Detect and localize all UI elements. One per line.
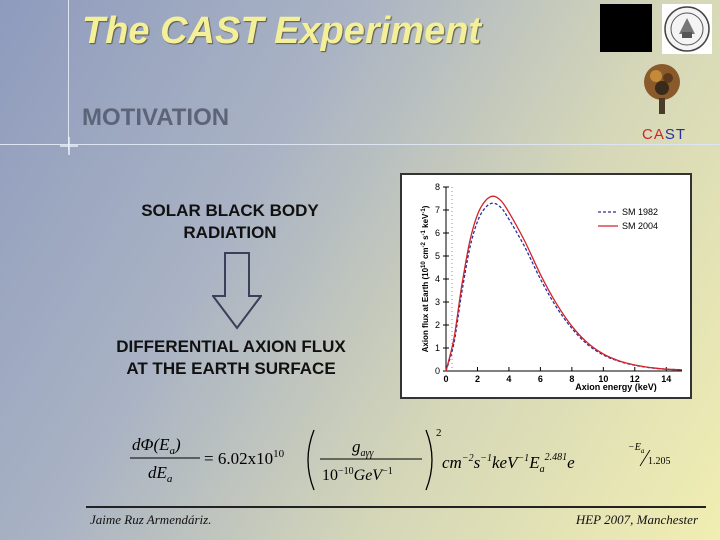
x-tick-label: 6 xyxy=(538,374,543,384)
axion-flux-line1: DIFFERENTIAL AXION FLUX xyxy=(116,337,346,356)
y-axis-label: Axion flux at Earth (1010 cm-2 s-1 keV-1… xyxy=(421,205,430,352)
chart-series xyxy=(445,195,683,372)
axion-flux-chart: 0 1 2 3 4 5 6 7 8 0 2 4 6 8 10 12 14 Axion energy (keV) … xyxy=(400,173,692,399)
legend-label-sm2004: SM 2004 xyxy=(622,221,658,231)
series-line-sm-2004 xyxy=(445,195,683,372)
cast-label-red: CA xyxy=(642,126,665,143)
decor-vertical-line xyxy=(68,0,69,150)
down-arrow-icon xyxy=(212,252,262,330)
y-tick-label: 3 xyxy=(435,297,440,307)
x-tick-label: 4 xyxy=(506,374,511,384)
y-label-exp1: 10 xyxy=(421,261,427,268)
solar-radiation-text: SOLAR BLACK BODY RADIATION xyxy=(110,200,350,244)
x-axis-label: Axion energy (keV) xyxy=(575,382,657,392)
formula-exp-slash xyxy=(639,449,651,467)
y-label-exp4: -1 xyxy=(421,208,427,214)
axion-flux-formula-units: cm−2s−1keV−1Ea2.481e −Ea 1.205 xyxy=(442,442,671,475)
x-tick-label: 10 xyxy=(598,374,608,384)
formula-exp-denominator: 1.205 xyxy=(648,456,671,467)
decor-cross-icon xyxy=(60,137,78,155)
y-tick-label: 5 xyxy=(435,251,440,261)
cast-label-blue: ST xyxy=(664,126,687,143)
x-tick-label: 2 xyxy=(475,374,480,384)
y-label-exp2: -2 xyxy=(421,241,427,247)
y-label-part2: cm xyxy=(421,247,430,261)
university-seal-icon xyxy=(662,4,712,54)
decor-horizontal-line xyxy=(0,144,720,145)
axion-flux-text: DIFFERENTIAL AXION FLUX AT THE EARTH SUR… xyxy=(70,336,392,380)
slide-title: The CAST Experiment xyxy=(82,10,482,52)
x-tick-label: 0 xyxy=(443,374,448,384)
footer-author: Jaime Ruz Armendáriz. xyxy=(90,512,212,527)
formula-coupling: gaγγ xyxy=(352,437,374,459)
formula-exp-numerator: −Ea xyxy=(628,442,645,455)
y-tick-label: 2 xyxy=(435,320,440,330)
cast-label: CAST xyxy=(642,126,686,143)
formula-coefficient: = 6.02x1010 xyxy=(204,448,285,468)
formula-units-text: cm−2s−1keV−1Ea2.481e xyxy=(442,452,575,475)
chart-legend: SM 1982 SM 2004 xyxy=(598,207,658,231)
formula-paren-exponent: 2 xyxy=(436,427,442,439)
y-tick-label: 4 xyxy=(435,274,440,284)
y-tick-label: 7 xyxy=(435,205,440,215)
axion-flux-formula: dΦ(Ea) dEa = 6.02x1010 gaγγ 10−10GeV−1 2 xyxy=(130,427,442,491)
footer-conference: HEP 2007, Manchester xyxy=(575,512,698,527)
y-label-exp3: -1 xyxy=(421,229,427,235)
footer-divider xyxy=(86,506,706,508)
formula-left-paren xyxy=(307,429,315,491)
slide-subtitle: MOTIVATION xyxy=(82,104,230,131)
solar-radiation-line1: SOLAR BLACK BODY xyxy=(141,201,319,220)
y-tick-label: 0 xyxy=(435,366,440,376)
x-tick-label: 8 xyxy=(569,374,574,384)
y-tick-label: 1 xyxy=(435,343,440,353)
solar-radiation-line2: RADIATION xyxy=(183,223,277,242)
formula-lhs-denominator: dEa xyxy=(148,463,173,485)
x-tick-label: 14 xyxy=(661,374,671,384)
y-tick-label: 8 xyxy=(435,182,440,192)
y-label-part3: s xyxy=(421,235,430,242)
x-tick-label: 12 xyxy=(630,374,640,384)
cast-logo-icon xyxy=(644,64,680,114)
black-logo-icon xyxy=(600,4,652,52)
formula-lhs-numerator: dΦ(Ea) xyxy=(132,435,181,457)
y-label-part4: keV xyxy=(421,213,430,230)
formula-inner-denominator: 10−10GeV−1 xyxy=(322,466,393,484)
formula-right-paren xyxy=(425,429,433,491)
legend-label-sm1982: SM 1982 xyxy=(622,207,658,217)
y-label-part1: Axion flux at Earth (10 xyxy=(421,267,430,352)
y-tick-label: 6 xyxy=(435,228,440,238)
axion-flux-line2: AT THE EARTH SURFACE xyxy=(126,359,336,378)
y-label-part5: ) xyxy=(421,205,430,208)
